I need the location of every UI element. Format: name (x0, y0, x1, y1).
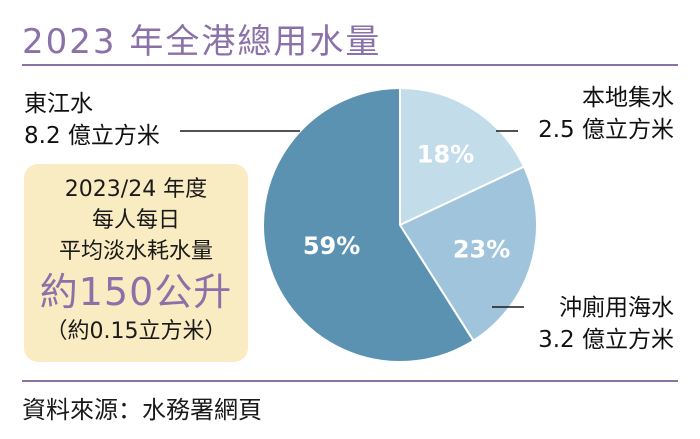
label-dongjiang-name: 東江水 (24, 91, 93, 117)
info-box: 2023/24 年度 每人每日 平均淡水耗水量 約150公升 （約0.15立方米… (24, 164, 248, 362)
label-local-amount: 2.5 億立方米 (538, 117, 674, 143)
label-flush: 沖廁用海水 3.2 億立方米 (538, 292, 674, 356)
pie-slice-local (399, 86, 526, 227)
label-local-name: 本地集水 (582, 85, 674, 111)
label-flush-amount: 3.2 億立方米 (538, 327, 674, 353)
bottom-divider (22, 380, 678, 382)
title-divider (22, 64, 678, 66)
info-big-value: 約150公升 (39, 270, 233, 314)
info-per-person: 每人每日 (91, 208, 180, 233)
label-flush-name: 沖廁用海水 (559, 295, 674, 321)
pie-pct-flush: 23% (453, 236, 510, 264)
pie-slice-flush (398, 165, 538, 343)
pie-pct-dongjiang: 59% (303, 232, 360, 260)
source-note: 資料來源：水務署網頁 (22, 396, 262, 424)
pie-pct-local: 18% (417, 140, 474, 168)
label-local: 本地集水 2.5 億立方米 (538, 82, 674, 146)
info-sub-value: （約0.15立方米） (45, 319, 227, 344)
pie-slice-dongjiang (262, 86, 475, 363)
label-dongjiang-amount: 8.2 億立方米 (24, 123, 160, 149)
label-dongjiang: 東江水 8.2 億立方米 (24, 88, 160, 152)
info-year: 2023/24 年度 (64, 177, 208, 202)
chart-title: 2023 年全港總用水量 (22, 22, 382, 62)
info-description: 平均淡水耗水量 (58, 239, 213, 264)
